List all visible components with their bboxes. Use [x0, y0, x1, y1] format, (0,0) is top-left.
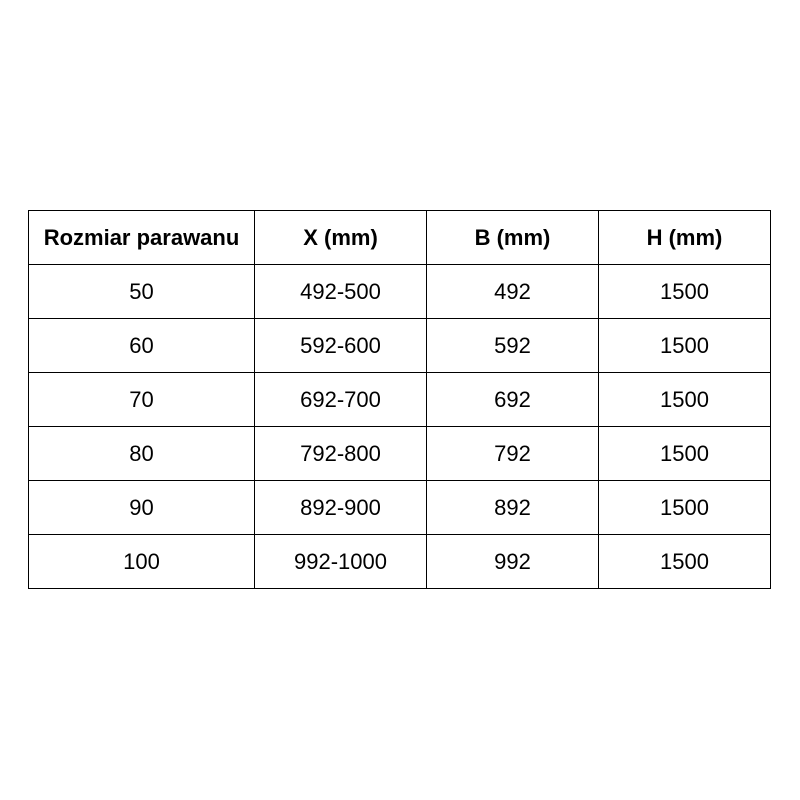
- table-row: 70 692-700 692 1500: [28, 372, 771, 427]
- table-cell: 892: [426, 480, 599, 535]
- table-cell: 692: [426, 372, 599, 427]
- size-table: Rozmiar parawanu X (mm) B (mm) H (mm) 50 492…: [28, 210, 771, 589]
- table-row: 100 992-1000 992 1500: [28, 534, 771, 589]
- table-cell: 60: [28, 318, 255, 373]
- column-header: B (mm): [426, 210, 599, 265]
- table-row: 60 592-600 592 1500: [28, 318, 771, 373]
- table-cell: 1500: [598, 534, 771, 589]
- table-row: 90 892-900 892 1500: [28, 480, 771, 535]
- table-cell: 1500: [598, 318, 771, 373]
- table-cell: 1500: [598, 372, 771, 427]
- header-row: Rozmiar parawanu X (mm) B (mm) H (mm): [28, 210, 771, 265]
- table-cell: 892-900: [254, 480, 427, 535]
- table-row: 50 492-500 492 1500: [28, 264, 771, 319]
- table-cell: 592-600: [254, 318, 427, 373]
- column-header: X (mm): [254, 210, 427, 265]
- table-cell: 1500: [598, 426, 771, 481]
- table-cell: 992: [426, 534, 599, 589]
- table-cell: 592: [426, 318, 599, 373]
- table-cell: 792: [426, 426, 599, 481]
- column-header: Rozmiar parawanu: [28, 210, 255, 265]
- table-cell: 792-800: [254, 426, 427, 481]
- table-cell: 1500: [598, 480, 771, 535]
- table-cell: 1500: [598, 264, 771, 319]
- table-cell: 90: [28, 480, 255, 535]
- table-cell: 50: [28, 264, 255, 319]
- column-header: H (mm): [598, 210, 771, 265]
- table-cell: 492: [426, 264, 599, 319]
- table-cell: 70: [28, 372, 255, 427]
- table-cell: 992-1000: [254, 534, 427, 589]
- table-cell: 492-500: [254, 264, 427, 319]
- table-row: 80 792-800 792 1500: [28, 426, 771, 481]
- table-cell: 100: [28, 534, 255, 589]
- table-cell: 692-700: [254, 372, 427, 427]
- table-cell: 80: [28, 426, 255, 481]
